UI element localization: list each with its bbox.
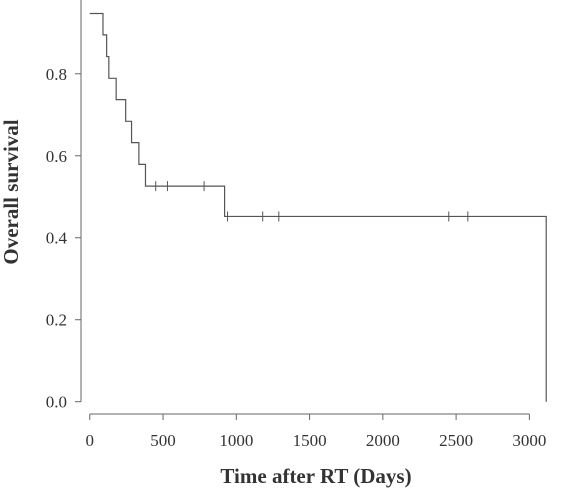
x-tick-label: 1500: [293, 431, 327, 450]
y-tick-label: 0.2: [46, 311, 67, 330]
x-tick-label: 3000: [512, 431, 546, 450]
x-tick-label: 2500: [439, 431, 473, 450]
survival-curve: [89, 12, 547, 402]
plot-area: [89, 12, 547, 402]
y-tick-label: 0.6: [46, 147, 67, 166]
y-axis-title: Overall survival: [0, 119, 23, 264]
y-tick-label: 0.0: [46, 393, 67, 412]
x-tick-label: 500: [150, 431, 176, 450]
x-tick-label: 2000: [366, 431, 400, 450]
axes: [80, 0, 530, 415]
y-tick-label: 0.8: [46, 65, 67, 84]
x-tick-label: 0: [86, 431, 95, 450]
y-ticks: 0.0 0.2 0.4 0.6 0.8: [46, 65, 81, 412]
x-tick-label: 1000: [219, 431, 253, 450]
x-axis-title: Time after RT (Days): [220, 464, 411, 488]
y-tick-label: 0.4: [46, 229, 68, 248]
x-ticks: 0 500 1000 1500 2000 2500 3000: [86, 414, 546, 450]
